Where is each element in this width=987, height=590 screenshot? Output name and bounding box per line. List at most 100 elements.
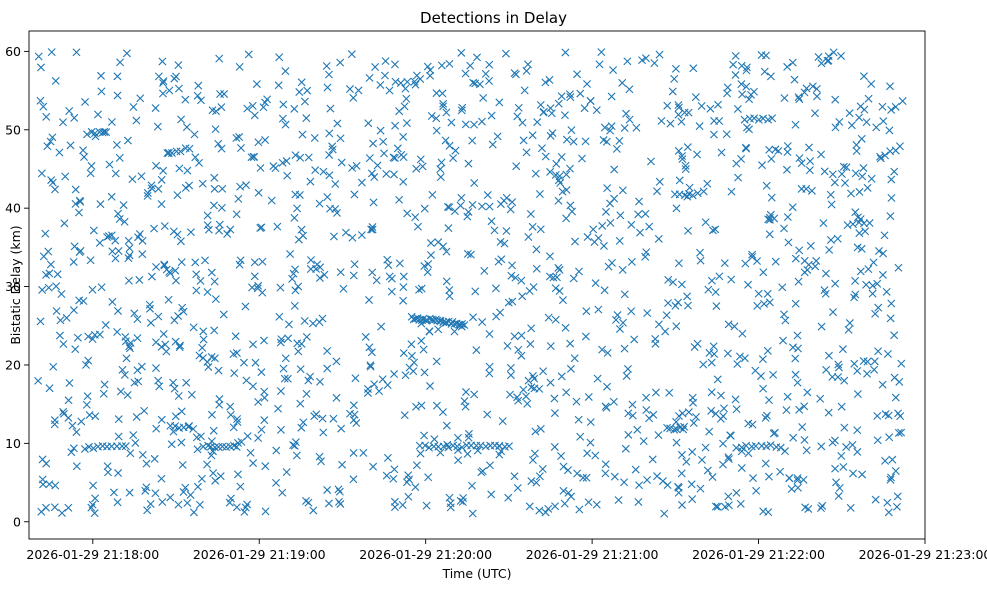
data-point [124,276,133,285]
data-point [665,388,674,397]
data-point [132,116,141,125]
data-point [338,460,347,469]
data-point [129,102,138,111]
data-point [252,80,261,89]
data-point [788,343,797,352]
data-point [349,475,358,484]
data-point [191,153,200,162]
data-point [868,281,877,290]
data-point [209,426,218,435]
data-point [328,142,337,151]
data-point [315,273,324,282]
data-point [209,469,218,478]
data-point [126,449,135,458]
data-point [413,222,422,231]
data-point [84,442,93,451]
data-point [742,144,751,153]
data-point [677,117,686,126]
data-point [348,163,357,172]
data-point [442,108,451,117]
data-point [204,363,213,372]
data-point [641,252,650,261]
data-point [172,72,181,81]
data-point [100,380,109,389]
data-point [803,265,812,274]
data-point [883,498,892,507]
data-point [804,260,813,269]
data-point [555,265,564,274]
data-point [365,73,374,82]
data-point [121,442,130,451]
data-point [635,481,644,490]
data-point [111,236,120,245]
data-point [400,411,409,420]
data-point [125,342,134,351]
data-point [845,109,854,118]
data-point [827,200,836,209]
data-point [444,443,453,452]
data-point [278,158,287,167]
data-point [681,161,690,170]
data-point [457,193,466,202]
data-point [575,505,584,514]
data-point [793,474,802,483]
data-point [753,257,762,266]
data-point [173,230,182,239]
data-point [43,142,52,151]
data-point [390,370,399,379]
data-point [891,393,900,402]
data-point [497,255,506,264]
data-point [246,448,255,457]
data-point [571,237,579,246]
data-point [464,159,473,168]
data-point [891,102,900,111]
data-point [591,451,600,460]
data-point [646,157,655,166]
data-point [760,67,769,76]
data-point [296,365,305,374]
data-point [199,442,208,451]
data-point [419,345,428,354]
data-point [306,372,315,381]
data-point [171,412,180,421]
data-point [779,310,788,319]
data-point [517,276,526,285]
data-point [368,225,377,234]
data-point [181,483,190,492]
data-point [137,362,146,371]
data-point [114,306,122,315]
data-point [867,174,876,183]
data-point [628,400,637,409]
data-point [530,374,539,383]
data-point [495,98,504,107]
x-axis-title: Time (UTC) [441,566,511,581]
data-point [737,80,746,89]
data-point [254,138,263,147]
data-point [339,284,348,293]
data-point [767,193,776,202]
data-point [349,93,358,102]
data-point [182,378,191,387]
data-point [335,487,344,496]
data-point [518,118,527,127]
data-point [232,134,241,142]
data-point [761,459,770,468]
data-point [254,281,263,290]
data-point [833,373,842,382]
data-point [380,71,389,80]
data-point [203,358,212,367]
data-point [738,329,747,338]
data-point [434,238,443,247]
data-point [864,265,873,274]
data-point [41,229,50,238]
data-point [363,384,372,393]
data-point [524,60,532,69]
data-point [56,316,65,325]
data-point [192,270,201,279]
data-point [105,160,114,169]
data-point [508,261,517,270]
data-point [115,215,124,223]
data-point [427,111,436,120]
data-point [316,377,324,386]
data-point [858,470,867,479]
